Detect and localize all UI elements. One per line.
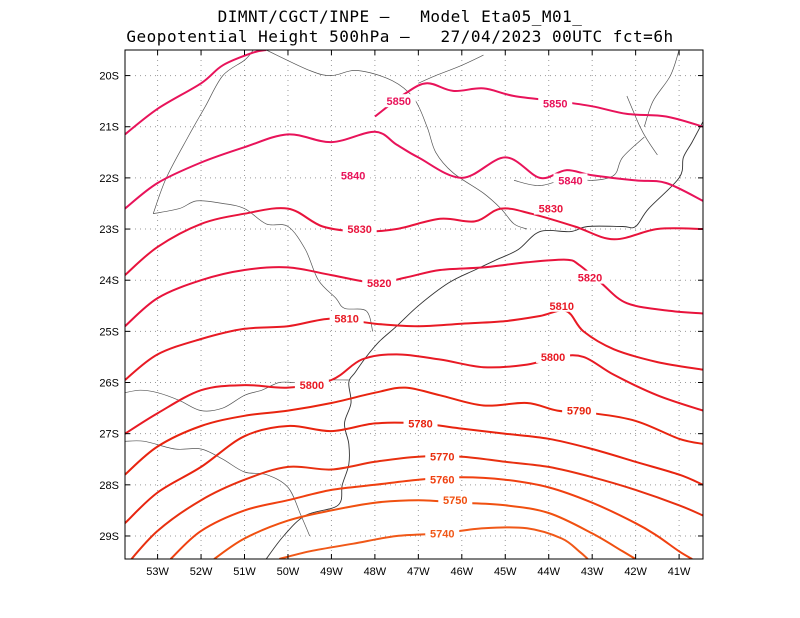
state-border xyxy=(153,200,374,332)
contour-label-bg xyxy=(362,275,397,289)
contour-label-bg xyxy=(329,311,364,325)
lon-tick-label: 46W xyxy=(450,566,473,578)
contour-5800 xyxy=(125,353,703,435)
lat-tick-label: 28S xyxy=(99,480,119,492)
contour-label-bg xyxy=(342,222,377,236)
map-boundaries xyxy=(125,50,703,559)
contour-5760 xyxy=(169,476,693,559)
lat-tick-label: 25S xyxy=(99,326,119,338)
contour-5840 xyxy=(125,130,703,210)
map-title-line1: DIMNT/CGCT/INPE – Model Eta05_M01_ xyxy=(217,7,583,26)
contour-label-bg xyxy=(544,298,579,312)
contour-label-bg xyxy=(381,94,416,108)
lon-tick-label: 43W xyxy=(581,566,604,578)
contour-label-5740: 5740 xyxy=(430,528,454,540)
axis-ticks: 53W 52W 51W 50W 49W 48W 47W 46W 45W 44W 43W 42W 41W 2… xyxy=(99,50,703,578)
state-border xyxy=(152,50,254,214)
lat-tick-label: 27S xyxy=(99,429,119,441)
contour-label-bg xyxy=(294,378,329,392)
contour-label-5830: 5830 xyxy=(347,224,371,236)
state-border xyxy=(626,95,658,156)
lat-tick-label: 26S xyxy=(99,378,119,390)
lon-tick-label: 42W xyxy=(624,566,647,578)
contour-label-5770: 5770 xyxy=(430,452,454,464)
contour-label-bg xyxy=(553,173,588,187)
lon-tick-label: 41W xyxy=(668,566,691,578)
contour-label-5840: 5840 xyxy=(558,175,582,187)
contour-label-bg xyxy=(533,201,568,215)
contour-label-5850: 5850 xyxy=(387,96,411,108)
lon-tick-label: 44W xyxy=(537,566,560,578)
contour-label-bg xyxy=(438,493,473,507)
coastline xyxy=(265,121,703,559)
lon-tick-label: 50W xyxy=(277,566,300,578)
contour-label-bg xyxy=(562,403,597,417)
contour-label-5810: 5810 xyxy=(334,314,358,326)
contour-label-5820: 5820 xyxy=(578,273,602,285)
contour-5770 xyxy=(130,455,703,559)
contour-label-5840: 5840 xyxy=(341,170,365,182)
lon-tick-label: 49W xyxy=(320,566,343,578)
contour-5850 xyxy=(125,50,267,136)
contour-5850 xyxy=(374,82,703,128)
contour-label-5810: 5810 xyxy=(550,301,574,313)
contour-5830 xyxy=(125,207,703,276)
state-border xyxy=(513,136,645,186)
contour-label-5790: 5790 xyxy=(567,406,591,418)
lon-tick-label: 52W xyxy=(190,566,213,578)
contour-label-bg xyxy=(573,270,608,284)
contour-5740 xyxy=(279,526,589,559)
contour-label-bg xyxy=(425,526,460,540)
lat-tick-label: 20S xyxy=(99,71,119,83)
contour-label-5750: 5750 xyxy=(443,495,467,507)
contour-label-bg xyxy=(425,472,460,486)
contour-label-bg xyxy=(336,168,371,182)
map-gridlines xyxy=(125,50,703,559)
contour-label-bg xyxy=(403,416,438,430)
contour-label-5830: 5830 xyxy=(539,204,563,216)
lat-tick-label: 21S xyxy=(99,122,119,134)
lon-tick-label: 48W xyxy=(364,566,387,578)
contour-5810 xyxy=(125,309,703,381)
contour-label-5850: 5850 xyxy=(543,99,567,111)
lon-tick-label: 53W xyxy=(146,566,169,578)
lat-tick-label: 29S xyxy=(99,531,119,543)
lat-tick-label: 23S xyxy=(99,224,119,236)
lon-tick-label: 51W xyxy=(233,566,256,578)
contour-label-5820: 5820 xyxy=(367,278,391,290)
contour-labels: 5850 5850 5840 5840 5830 5830 5820 5820 5810 5810… xyxy=(294,94,608,540)
contour-5820 xyxy=(125,258,703,327)
contour-label-bg xyxy=(536,349,571,363)
contour-5790 xyxy=(125,386,703,476)
contour-label-bg xyxy=(538,96,573,110)
map-frame xyxy=(124,49,704,560)
lat-tick-label: 24S xyxy=(99,275,119,287)
contour-label-5800: 5800 xyxy=(300,380,324,392)
state-border xyxy=(418,54,484,84)
contour-5750 xyxy=(213,499,637,559)
height-contours xyxy=(125,50,703,559)
map-title-line2: Geopotential Height 500hPa – 27/04/2023 … xyxy=(126,27,674,46)
contour-label-5780: 5780 xyxy=(408,418,432,430)
contour-label-5800: 5800 xyxy=(541,352,565,364)
lon-tick-label: 47W xyxy=(407,566,430,578)
state-border xyxy=(266,50,528,230)
contour-5780 xyxy=(125,421,703,524)
contour-label-5760: 5760 xyxy=(430,475,454,487)
lon-tick-label: 45W xyxy=(494,566,517,578)
lat-tick-label: 22S xyxy=(99,173,119,185)
contour-label-bg xyxy=(425,449,460,463)
